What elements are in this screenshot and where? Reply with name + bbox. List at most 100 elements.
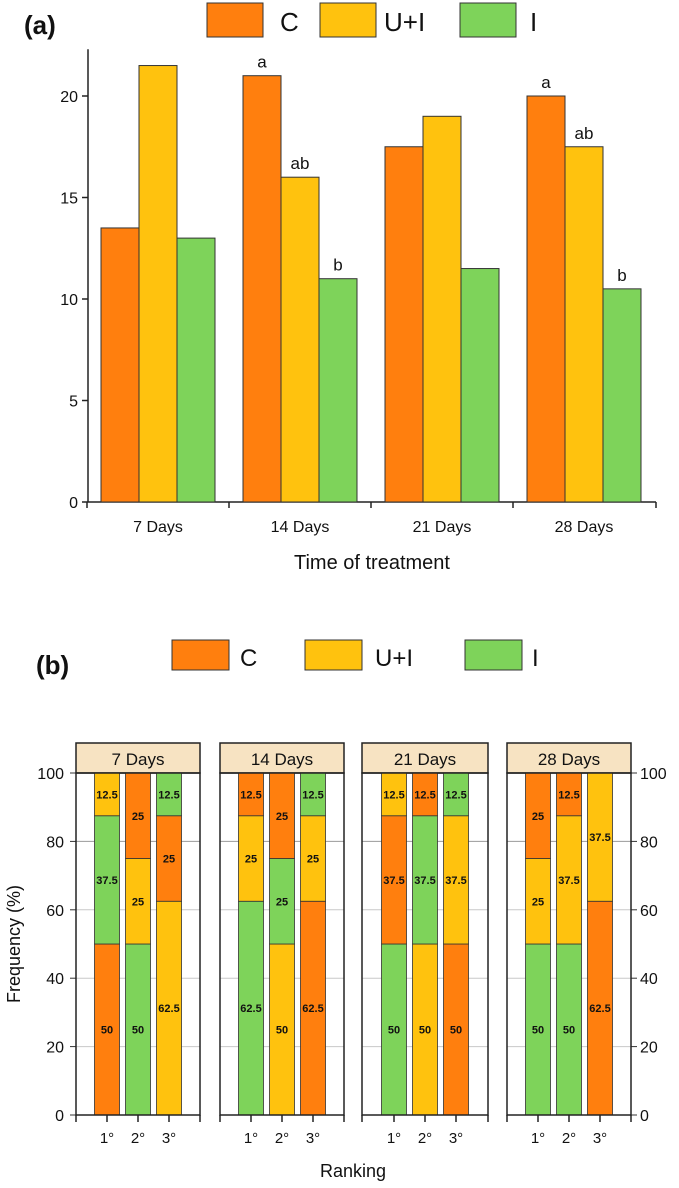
bar-I-7-Days — [176, 237, 216, 503]
y-tick-label: 0 — [69, 495, 78, 512]
y-tick-label: 10 — [60, 292, 78, 309]
segment-value-label: 25 — [276, 896, 288, 908]
facet-7-Days: 7 Days 50 37.5 12.5 1° 50 25 25 2° 62.5 25 12.5 3° — [75, 742, 201, 1147]
stacked-segment-I — [300, 772, 326, 817]
x-tick-label: 1° — [387, 1130, 401, 1147]
x-tick-label: 7 Days — [133, 519, 183, 536]
y-tick-label-left: 40 — [46, 971, 64, 988]
stacked-segment-U+I — [156, 900, 182, 1116]
segment-value-label: 50 — [563, 1025, 575, 1037]
panel-label: (a) — [24, 10, 56, 40]
facet-strip — [506, 742, 632, 774]
stacked-segment-C — [94, 943, 120, 1116]
stacked-segment-U+I — [587, 772, 613, 902]
legend-swatch-U+I — [304, 639, 363, 671]
segment-value-label: 12.5 — [558, 789, 579, 801]
stacked-segment-C — [556, 772, 582, 817]
x-axis-title: Time of treatment — [294, 552, 450, 574]
significance-letter: b — [333, 256, 342, 275]
x-tick-label: 2° — [131, 1130, 145, 1147]
segment-value-label: 50 — [388, 1025, 400, 1037]
significance-letter: b — [617, 266, 626, 285]
segment-value-label: 25 — [132, 896, 144, 908]
facet-frame — [361, 772, 489, 1116]
facet-14-Days: 14 Days 62.5 25 12.5 1° 50 25 25 2° 62.5 25 12.5 3° — [219, 742, 345, 1147]
segment-value-label: 37.5 — [589, 832, 610, 844]
significance-letter: ab — [291, 154, 310, 173]
y-tick-label-right: 20 — [640, 1040, 658, 1057]
segment-value-label: 50 — [419, 1025, 431, 1037]
segment-value-label: 37.5 — [414, 875, 435, 887]
legend-swatch-I — [459, 2, 517, 38]
segment-value-label: 12.5 — [414, 789, 435, 801]
segment-value-label: 62.5 — [158, 1003, 179, 1015]
bar-C-14-Days — [242, 75, 282, 503]
segment-value-label: 25 — [245, 854, 257, 866]
x-tick-label: 21 Days — [413, 519, 472, 536]
segment-value-label: 37.5 — [96, 875, 117, 887]
x-tick-label: 1° — [244, 1130, 258, 1147]
y-tick-label: 15 — [60, 191, 78, 208]
stacked-segment-C — [125, 772, 151, 859]
segment-value-label: 12.5 — [240, 789, 261, 801]
bar-U+I-21-Days — [422, 115, 462, 503]
bar-U+I-14-Days — [280, 176, 320, 503]
stacked-segment-U+I — [556, 815, 582, 945]
facet-frame — [506, 772, 632, 1116]
facet-title: 14 Days — [251, 750, 313, 769]
legend-swatch-I — [464, 639, 523, 671]
segment-value-label: 25 — [276, 811, 288, 823]
segment-value-label: 12.5 — [383, 789, 404, 801]
stacked-segment-U+I — [238, 815, 264, 902]
facet-21-Days: 21 Days 50 37.5 12.5 1° 50 37.5 12.5 2° 50 37.5 12.… — [361, 742, 489, 1147]
segment-value-label: 50 — [101, 1025, 113, 1037]
y-tick-label-left: 100 — [37, 766, 64, 783]
stacked-segment-C — [269, 772, 295, 859]
segment-value-label: 37.5 — [445, 875, 466, 887]
panel-label: (b) — [36, 650, 69, 680]
facet-title: 7 Days — [112, 750, 165, 769]
x-tick-label: 1° — [100, 1130, 114, 1147]
x-axis-title: Ranking — [320, 1161, 386, 1181]
legend-swatch-C — [171, 639, 230, 671]
bar-I-14-Days — [318, 278, 358, 503]
y-tick-label-right: 80 — [640, 834, 658, 851]
segment-value-label: 25 — [532, 896, 544, 908]
legend-label: U+I — [384, 7, 425, 37]
y-tick-label: 5 — [69, 394, 78, 411]
facet-title: 28 Days — [538, 750, 600, 769]
bar-U+I-7-Days — [138, 65, 178, 503]
y-tick-label-left: 60 — [46, 903, 64, 920]
bar-C-28-Days — [526, 95, 566, 503]
segment-value-label: 25 — [132, 811, 144, 823]
legend-label: C — [240, 645, 257, 672]
segment-value-label: 50 — [132, 1025, 144, 1037]
stacked-segment-C — [156, 815, 182, 902]
facet-strip — [75, 742, 201, 774]
bar-I-21-Days — [460, 268, 500, 503]
bar-I-28-Days — [602, 288, 642, 503]
y-tick-label-left: 80 — [46, 834, 64, 851]
x-tick-label: 2° — [562, 1130, 576, 1147]
x-tick-label: 1° — [531, 1130, 545, 1147]
bar-C-21-Days — [384, 146, 424, 503]
x-tick-label: 14 Days — [271, 519, 330, 536]
stacked-segment-C — [525, 772, 551, 859]
y-tick-label-right: 100 — [640, 766, 667, 783]
y-tick-label-right: 60 — [640, 903, 658, 920]
facet-title: 21 Days — [394, 750, 456, 769]
x-tick-label: 2° — [418, 1130, 432, 1147]
panel-b-chart: (b) C U+I I 0 0 20 20 40 40 60 60 80 80 100 100 Frequenc… — [4, 639, 667, 1181]
x-tick-label: 3° — [306, 1130, 320, 1147]
y-tick-label: 20 — [60, 89, 78, 106]
segment-value-label: 12.5 — [158, 789, 179, 801]
stacked-segment-U+I — [300, 815, 326, 902]
significance-letter: a — [257, 53, 267, 72]
facet-strip — [219, 742, 345, 774]
segment-value-label: 25 — [163, 854, 175, 866]
segment-value-label: 50 — [276, 1025, 288, 1037]
x-tick-label: 3° — [593, 1130, 607, 1147]
segment-value-label: 25 — [532, 811, 544, 823]
